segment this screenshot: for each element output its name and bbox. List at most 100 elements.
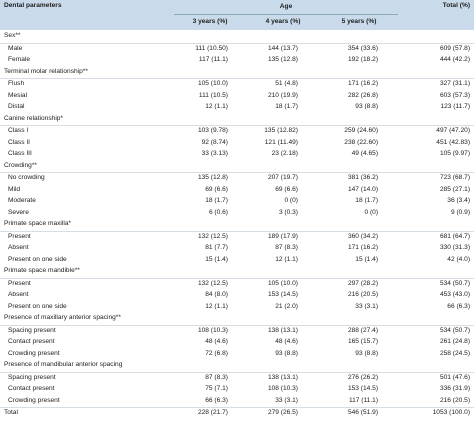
age-cell: 15 (1.4) (174, 255, 246, 267)
row-label: Absent (0, 243, 174, 255)
age-cell: 132 (12.5) (174, 231, 246, 243)
age-cell: 259 (24.60) (320, 126, 398, 138)
section-title: Crowding** (0, 161, 474, 173)
section-title: Sex** (0, 31, 474, 44)
age-cell: 121 (11.49) (246, 138, 320, 150)
age-cell: 282 (26.8) (320, 91, 398, 103)
age-cell: 6 (0.6) (174, 208, 246, 220)
age-cell: 18 (1.7) (320, 196, 398, 208)
total-cell: 453 (43.0) (398, 290, 474, 302)
age-cell: 75 (7.1) (174, 384, 246, 396)
header-dental-parameters: Dental parameters (0, 0, 174, 31)
age-cell: 72 (6.8) (174, 349, 246, 361)
total-cell: 501 (47.6) (398, 372, 474, 384)
age-cell: 216 (20.5) (320, 290, 398, 302)
row-label: Present on one side (0, 255, 174, 267)
section-title: Canine relationship* (0, 114, 474, 126)
table-row: Class II92 (8.74)121 (11.49)238 (22.60)4… (0, 138, 474, 150)
age-cell: 87 (8.3) (246, 243, 320, 255)
age-cell: 21 (2.0) (246, 302, 320, 314)
total-cell: 42 (4.0) (398, 255, 474, 267)
table-row: Moderate18 (1.7)0 (0)18 (1.7)36 (3.4) (0, 196, 474, 208)
row-label: Contact present (0, 337, 174, 349)
total-cell: 327 (31.1) (398, 79, 474, 91)
age-cell: 49 (4.65) (320, 149, 398, 161)
row-label: Contact present (0, 384, 174, 396)
total-cell: 330 (31.3) (398, 243, 474, 255)
table-row: Mild69 (6.6)69 (6.6)147 (14.0)285 (27.1) (0, 185, 474, 197)
table-row: Distal12 (1.1)18 (1.7)93 (8.8)123 (11.7) (0, 102, 474, 114)
total-cell: 123 (11.7) (398, 102, 474, 114)
row-label: Crowding present (0, 349, 174, 361)
table-body: Sex**Male111 (10.50)144 (13.7)354 (33.6)… (0, 31, 474, 420)
section-header-row: Primate space mandible** (0, 266, 474, 278)
table-row: No crowding135 (12.8)207 (19.7)381 (36.2… (0, 173, 474, 185)
age-cell: 0 (0) (246, 196, 320, 208)
table-header: Dental parameters Age Total (%) 3 years … (0, 0, 474, 31)
age-cell: 23 (2.18) (246, 149, 320, 161)
age-cell: 111 (10.50) (174, 43, 246, 55)
table-row: Absent81 (7.7)87 (8.3)171 (16.2)330 (31.… (0, 243, 474, 255)
section-header-row: Presence of mandibular anterior spacing (0, 360, 474, 372)
age-cell: 93 (8.8) (246, 349, 320, 361)
section-title: Primate space mandible** (0, 266, 474, 278)
row-label: Present on one side (0, 302, 174, 314)
total-cell: 285 (27.1) (398, 185, 474, 197)
age-cell: 207 (19.7) (246, 173, 320, 185)
table-row: Spacing present87 (8.3)138 (13.1)276 (26… (0, 372, 474, 384)
age-cell: 81 (7.7) (174, 243, 246, 255)
table-row: Absent84 (8.0)153 (14.5)216 (20.5)453 (4… (0, 290, 474, 302)
age-cell: 12 (1.1) (174, 302, 246, 314)
table-row: Severe6 (0.6)3 (0.3)0 (0)9 (0.9) (0, 208, 474, 220)
header-age: Age (174, 0, 398, 15)
age-cell: 3 (0.3) (246, 208, 320, 220)
row-label: Class II (0, 138, 174, 150)
table-row: Male111 (10.50)144 (13.7)354 (33.6)609 (… (0, 43, 474, 55)
age-cell: 12 (1.1) (174, 102, 246, 114)
age-cell: 15 (1.4) (320, 255, 398, 267)
age-cell: 192 (18.2) (320, 55, 398, 67)
age-cell: 103 (9.78) (174, 126, 246, 138)
header-total: Total (%) (398, 0, 474, 31)
total-row-label: Total (0, 408, 174, 420)
age-cell: 165 (15.7) (320, 337, 398, 349)
header-age-3-years: 3 years (%) (174, 15, 246, 31)
row-label: Crowding present (0, 396, 174, 408)
row-label: Spacing present (0, 372, 174, 384)
table-row: Present132 (12.5)189 (17.9)360 (34.2)681… (0, 231, 474, 243)
age-cell: 33 (3.13) (174, 149, 246, 161)
age-cell: 135 (12.8) (174, 173, 246, 185)
total-cell: 534 (50.7) (398, 278, 474, 290)
age-cell: 288 (27.4) (320, 325, 398, 337)
table-row: Class I103 (9.78)135 (12.82)259 (24.60)4… (0, 126, 474, 138)
section-header-row: Crowding** (0, 161, 474, 173)
age-cell: 51 (4.8) (246, 79, 320, 91)
age-cell: 111 (10.5) (174, 91, 246, 103)
row-label: Flush (0, 79, 174, 91)
age-total-cell: 546 (51.9) (320, 408, 398, 420)
row-label: Mild (0, 185, 174, 197)
age-cell: 135 (12.82) (246, 126, 320, 138)
age-cell: 48 (4.6) (174, 337, 246, 349)
age-cell: 12 (1.1) (246, 255, 320, 267)
row-label: Spacing present (0, 325, 174, 337)
row-label: Absent (0, 290, 174, 302)
table-row: Contact present75 (7.1)108 (10.3)153 (14… (0, 384, 474, 396)
row-label: Present (0, 231, 174, 243)
age-cell: 93 (8.8) (320, 349, 398, 361)
section-title: Terminal molar relationship** (0, 67, 474, 79)
age-cell: 153 (14.5) (246, 290, 320, 302)
age-cell: 147 (14.0) (320, 185, 398, 197)
total-cell: 497 (47.20) (398, 126, 474, 138)
total-cell: 534 (50.7) (398, 325, 474, 337)
table-row: Present on one side15 (1.4)12 (1.1)15 (1… (0, 255, 474, 267)
age-total-cell: 279 (26.5) (246, 408, 320, 420)
age-cell: 354 (33.6) (320, 43, 398, 55)
age-cell: 92 (8.74) (174, 138, 246, 150)
age-cell: 18 (1.7) (174, 196, 246, 208)
age-cell: 69 (6.6) (246, 185, 320, 197)
table-row: Flush105 (10.0)51 (4.8)171 (16.2)327 (31… (0, 79, 474, 91)
age-cell: 105 (10.0) (246, 278, 320, 290)
table-row: Mesial111 (10.5)210 (19.9)282 (26.8)603 … (0, 91, 474, 103)
row-label: Distal (0, 102, 174, 114)
